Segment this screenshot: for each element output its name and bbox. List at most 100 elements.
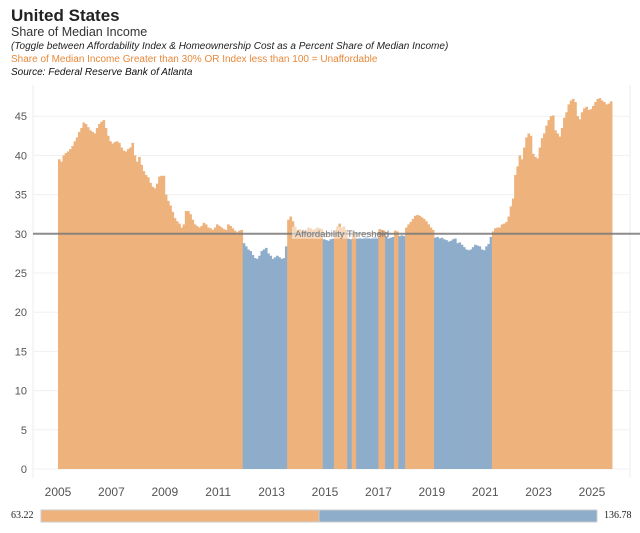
bar: [369, 238, 373, 469]
legend-unaffordable-segment: [40, 509, 320, 523]
bar: [284, 246, 288, 469]
bar: [98, 124, 101, 469]
bar: [405, 227, 408, 469]
bar: [187, 211, 190, 469]
bar: [84, 124, 88, 469]
bar: [291, 221, 295, 469]
unaffordable-note: Share of Median Income Greater than 30% …: [11, 54, 378, 65]
bar: [482, 250, 486, 469]
bar: [144, 175, 148, 469]
bar: [333, 230, 337, 469]
bar: [153, 188, 157, 469]
bar: [233, 230, 237, 469]
bar: [175, 221, 179, 469]
bar: [264, 247, 268, 469]
bar: [407, 224, 410, 469]
x-tick-label: 2021: [472, 485, 499, 499]
bar: [500, 224, 504, 469]
bar: [209, 228, 212, 469]
bar: [162, 175, 166, 469]
bar: [236, 232, 239, 469]
bar: [385, 236, 388, 469]
bar: [367, 237, 370, 469]
bar: [420, 217, 424, 469]
bar: [360, 238, 364, 469]
bar: [434, 237, 437, 469]
bar: [431, 229, 435, 469]
bar: [585, 106, 588, 470]
bar: [538, 147, 542, 469]
bar: [569, 100, 573, 470]
bar: [149, 182, 152, 469]
bar: [565, 112, 568, 469]
bar: [445, 240, 448, 469]
bar: [567, 104, 571, 469]
bar: [202, 222, 206, 469]
bar: [118, 142, 121, 469]
bar: [240, 229, 244, 469]
bar: [371, 237, 375, 469]
legend-min-label: 63.22: [11, 510, 34, 521]
bar: [418, 215, 422, 469]
bar: [605, 104, 608, 469]
bar: [120, 147, 123, 469]
bar: [100, 121, 103, 470]
bar: [325, 240, 328, 469]
bar: [589, 109, 593, 470]
bar: [147, 177, 150, 470]
bar: [138, 156, 141, 469]
bar: [171, 211, 175, 469]
bar: [609, 101, 613, 469]
threshold-label: Affordability Threshold: [295, 229, 389, 240]
bar: [503, 223, 506, 469]
bar: [520, 159, 524, 469]
bar: [551, 115, 555, 469]
bar: [122, 150, 126, 470]
bar: [296, 229, 299, 469]
chart-subtitle: Share of Median Income: [11, 25, 148, 39]
bar: [224, 229, 228, 469]
bar: [102, 120, 106, 470]
bar: [556, 133, 560, 469]
bar: [400, 235, 404, 469]
bar: [115, 141, 119, 469]
bar: [218, 225, 221, 469]
bar: [82, 122, 86, 470]
bar: [558, 136, 562, 470]
bar: [414, 215, 417, 469]
bar: [594, 102, 597, 469]
bar: [71, 145, 74, 469]
x-tick-label: 2015: [312, 485, 339, 499]
x-tick-label: 2011: [205, 485, 231, 499]
bar: [104, 127, 108, 470]
bar: [131, 142, 135, 469]
bar: [402, 236, 406, 469]
bar: [592, 106, 595, 470]
bar: [574, 102, 577, 469]
bar: [580, 112, 584, 469]
bar: [351, 231, 355, 469]
bar: [487, 243, 491, 469]
bar: [554, 130, 557, 469]
bar: [338, 223, 341, 469]
bar: [456, 243, 459, 469]
bar: [531, 153, 535, 469]
bar: [256, 258, 259, 469]
bar: [64, 153, 68, 469]
bar: [507, 216, 511, 469]
bar: [211, 229, 215, 469]
bar: [509, 206, 513, 470]
bar: [331, 238, 335, 469]
bar: [516, 166, 519, 469]
bar: [505, 222, 508, 469]
bar: [545, 125, 548, 469]
bar: [207, 227, 210, 469]
bar: [454, 238, 457, 469]
bar: [109, 141, 112, 469]
bar: [547, 120, 551, 470]
bar: [189, 214, 192, 469]
bar: [514, 175, 517, 469]
threshold-label-bg: [292, 226, 378, 239]
bar: [549, 116, 553, 469]
